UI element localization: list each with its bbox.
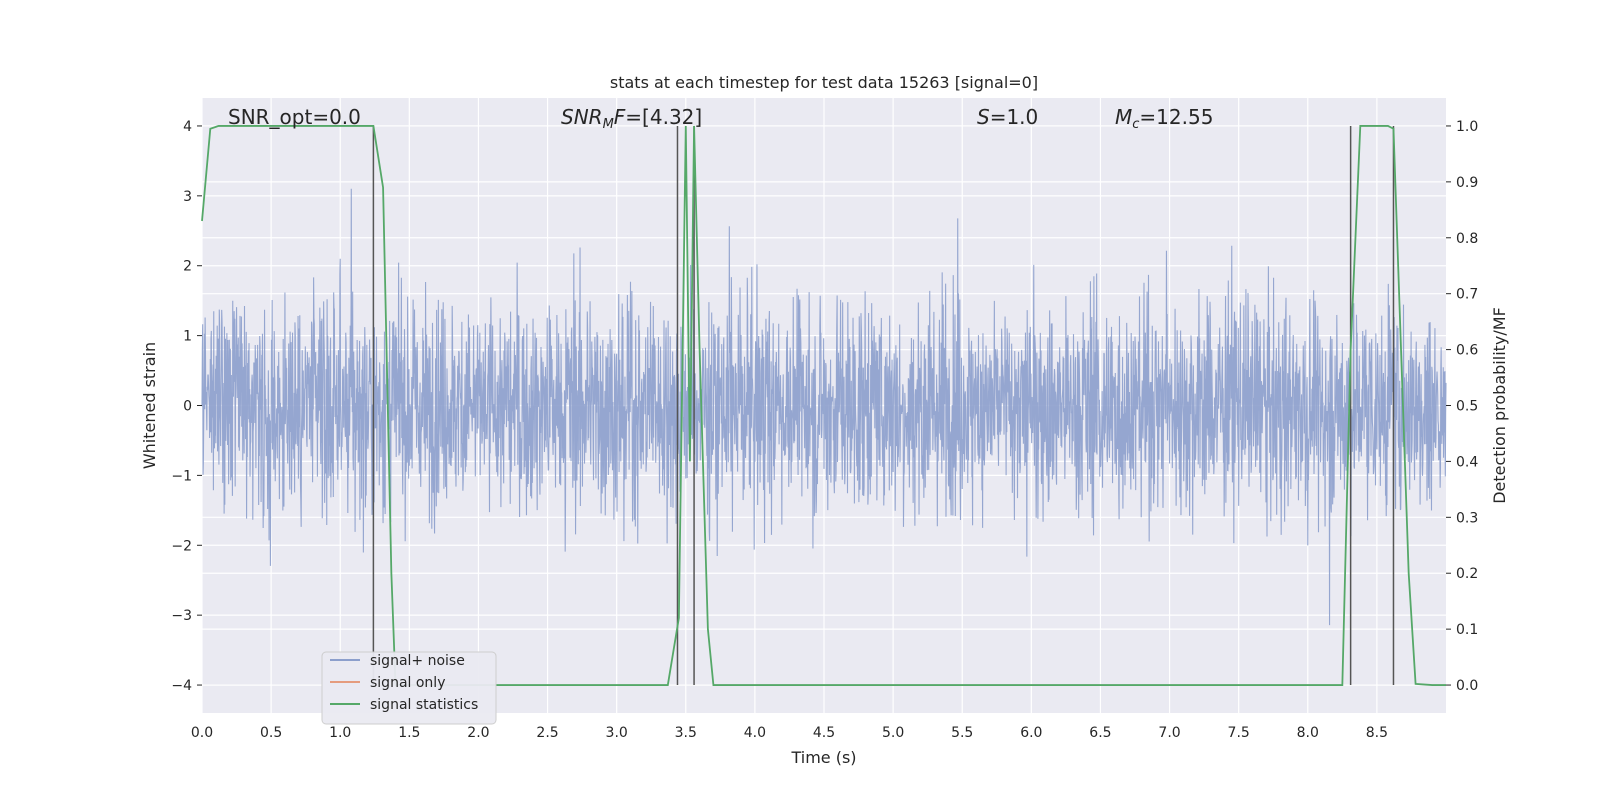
x-tick-label: 3.5 — [675, 725, 697, 741]
x-tick-label: 7.0 — [1158, 725, 1180, 741]
y-tick-label: 2 — [183, 259, 192, 275]
x-tick-label: 6.5 — [1089, 725, 1111, 741]
annotation-s: S=1.0 — [977, 105, 1038, 129]
legend-label-signal-statistics: signal statistics — [370, 697, 478, 713]
x-tick-label: 6.0 — [1020, 725, 1042, 741]
legend-label-signal-only: signal only — [370, 675, 445, 691]
signal-statistics-series — [201, 125, 1446, 686]
x-tick-label: 2.5 — [536, 725, 558, 741]
legend: signal+ noise signal only signal statist… — [321, 651, 497, 725]
right-y-tick-label: 0.1 — [1456, 622, 1478, 638]
tick-labels: 0.0 0.5 1.0 1.5 2.0 2.5 3.0 3.5 4.0 4.5 5.0 5.5 6.0 6… — [171, 119, 1478, 741]
annotations: SNR_opt=0.0 SNRMF=[4.32] S=1.0 Mc=12.55 — [228, 105, 1213, 132]
x-tick-label: 5.5 — [951, 725, 973, 741]
y-tick-label: 0 — [183, 399, 192, 415]
y-tick-label: −4 — [171, 678, 192, 694]
x-tick-label: 8.5 — [1366, 725, 1388, 741]
x-tick-label: 4.0 — [744, 725, 766, 741]
right-y-tick-label: 0.7 — [1456, 287, 1478, 303]
annotation-mc: Mc=12.55 — [1115, 105, 1213, 132]
y-tick-label: 4 — [183, 119, 192, 135]
right-y-tick-label: 1.0 — [1456, 119, 1478, 135]
y-tick-label: 3 — [183, 189, 192, 205]
x-tick-label: 1.5 — [398, 725, 420, 741]
legend-box — [321, 651, 497, 725]
legend-label-signal-noise: signal+ noise — [370, 653, 465, 669]
annotation-snr-mf: SNRMF=[4.32] — [561, 105, 702, 132]
right-y-axis-label: Detection probability/MF — [1490, 307, 1509, 504]
x-tick-label: 4.5 — [813, 725, 835, 741]
annotation-snr-opt: SNR_opt=0.0 — [228, 105, 361, 129]
x-tick-label: 0.0 — [191, 725, 213, 741]
right-y-tick-label: 0.0 — [1456, 678, 1478, 694]
signal-noise-series — [201, 188, 1447, 626]
right-y-tick-label: 0.8 — [1456, 231, 1478, 247]
x-tick-label: 8.0 — [1297, 725, 1319, 741]
y-tick-label: −3 — [171, 608, 192, 624]
vertical-markers — [372, 125, 1395, 686]
y-axis-label: Whitened strain — [140, 342, 159, 469]
x-axis-label: Time (s) — [790, 748, 856, 767]
x-tick-label: 3.0 — [606, 725, 628, 741]
x-tick-label: 0.5 — [260, 725, 282, 741]
right-y-tick-label: 0.4 — [1456, 454, 1478, 470]
x-tick-label: 1.0 — [329, 725, 351, 741]
right-y-tick-label: 0.3 — [1456, 510, 1478, 526]
x-tick-label: 5.0 — [882, 725, 904, 741]
right-y-tick-label: 0.2 — [1456, 566, 1478, 582]
x-tick-label: 7.5 — [1228, 725, 1250, 741]
chart-title: stats at each timestep for test data 152… — [610, 73, 1038, 92]
signal-noise-line — [201, 188, 1447, 626]
y-tick-label: −2 — [171, 538, 192, 554]
right-y-tick-label: 0.6 — [1456, 343, 1478, 359]
signal-statistics-line — [201, 125, 1446, 686]
x-tick-label: 2.0 — [467, 725, 489, 741]
y-tick-label: −1 — [171, 468, 192, 484]
right-y-tick-label: 0.9 — [1456, 175, 1478, 191]
y-tick-label: 1 — [183, 329, 192, 345]
right-y-tick-label: 0.5 — [1456, 399, 1478, 415]
